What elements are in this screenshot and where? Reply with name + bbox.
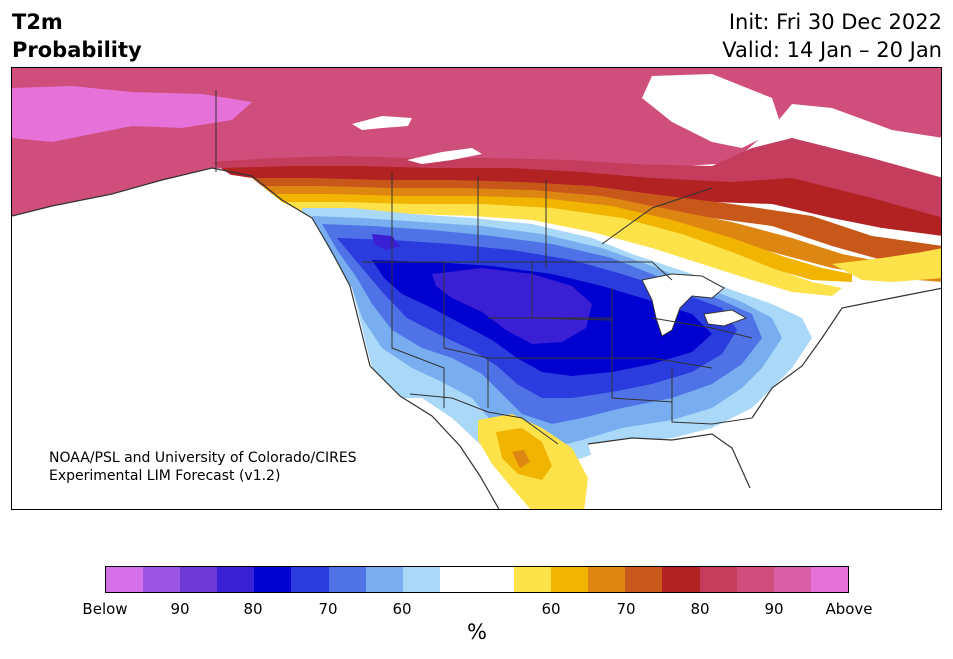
colorbar-segment — [217, 567, 255, 592]
great-lakes-east — [703, 309, 748, 327]
colorbar-segment — [476, 567, 515, 592]
region-above-95-alaska — [12, 86, 252, 142]
credit-line-2: Experimental LIM Forecast (v1.2) — [49, 468, 281, 484]
arctic-island-2 — [407, 148, 482, 164]
colorbar-segment — [365, 567, 403, 592]
colorbar-tick-below-70: 70 — [318, 600, 338, 618]
gulf-of-mexico — [588, 434, 752, 509]
colorbar-tick-above-90: 90 — [764, 600, 784, 618]
title-right: Init: Fri 30 Dec 2022 Valid: 14 Jan – 20… — [722, 8, 942, 64]
colorbar-tick-below-60: 60 — [392, 600, 412, 618]
colorbar-segment — [328, 567, 366, 592]
probability-map — [12, 68, 941, 509]
region-above-85 — [212, 138, 941, 218]
colorbar-segment — [106, 567, 144, 592]
region-above-70-mexico — [512, 450, 530, 468]
coastline-gulf — [587, 433, 751, 489]
colorbar — [105, 566, 849, 593]
border-states-6 — [611, 288, 673, 403]
border-states-8 — [671, 368, 753, 425]
region-below-85-west — [372, 234, 400, 250]
colorbar-segment — [662, 567, 700, 592]
init-date: Init: Fri 30 Dec 2022 — [728, 10, 942, 34]
colorbar-segment — [180, 567, 218, 592]
colorbar-segment — [588, 567, 626, 592]
title-left: T2m Probability — [12, 8, 142, 64]
great-lakes — [641, 273, 725, 337]
coastline — [12, 167, 500, 509]
colorbar-tick-above-70: 70 — [616, 600, 636, 618]
colorbar-segment — [699, 567, 737, 592]
colorbar-segment — [625, 567, 663, 592]
border-us-mexico — [409, 393, 559, 445]
colorbar-segment — [439, 567, 477, 592]
map-panel — [11, 67, 942, 510]
colorbar-segment — [551, 567, 589, 592]
region-water-hudson — [642, 74, 782, 148]
title-metric: Probability — [12, 38, 142, 62]
region-above-60-east — [832, 248, 941, 282]
political-borders — [215, 90, 753, 445]
colorbar-segment — [736, 567, 774, 592]
valid-range: Valid: 14 Jan – 20 Jan — [722, 38, 942, 62]
border-states-1 — [391, 262, 445, 408]
colorbar-segment — [514, 567, 552, 592]
colorbar-segment — [810, 567, 848, 592]
coastline-east — [751, 287, 941, 419]
colorbar-tick-above-60: 60 — [541, 600, 561, 618]
colorbar-tick-above-80: 80 — [690, 600, 710, 618]
colorbar-segment — [143, 567, 181, 592]
arctic-island-1 — [352, 116, 412, 130]
colorbar-segment — [254, 567, 292, 592]
colorbar-segment — [291, 567, 329, 592]
colorbar-segment — [773, 567, 811, 592]
title-variable: T2m — [12, 10, 63, 34]
colorbar-tick-above: Above — [825, 600, 873, 618]
credit-line-1: NOAA/PSL and University of Colorado/CIRE… — [49, 450, 357, 466]
pacific-ocean — [12, 172, 501, 509]
colorbar-segment — [402, 567, 440, 592]
colorbar-tick-below: Below — [82, 600, 128, 618]
atlantic-ocean — [752, 288, 941, 509]
border-states-2 — [443, 262, 489, 408]
credit-text: NOAA/PSL and University of Colorado/CIRE… — [49, 449, 357, 485]
border-us-canada — [362, 261, 673, 281]
border-provinces-4 — [601, 187, 713, 245]
colorbar-tick-below-90: 90 — [170, 600, 190, 618]
colorbar-unit: % — [467, 620, 487, 644]
colorbar-tick-below-80: 80 — [243, 600, 263, 618]
border-states-5 — [488, 357, 713, 369]
border-states-7 — [651, 317, 753, 339]
region-below-85 — [432, 268, 592, 344]
